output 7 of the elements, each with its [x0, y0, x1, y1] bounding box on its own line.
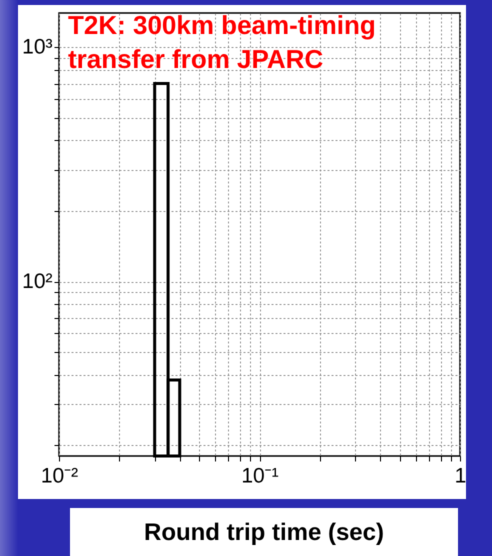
x-axis-title: Round trip time (sec) [70, 508, 458, 556]
y-tick-label: 10³ [22, 36, 52, 59]
y-tick-label: 10² [22, 270, 52, 294]
x-tick-label: 10⁻¹ [241, 464, 279, 488]
text: T2K: 300km beam-timing transfer from JPARC [68, 9, 377, 76]
x-tick-label: 1 [454, 464, 466, 488]
x-tick-label: 10⁻² [40, 464, 78, 488]
